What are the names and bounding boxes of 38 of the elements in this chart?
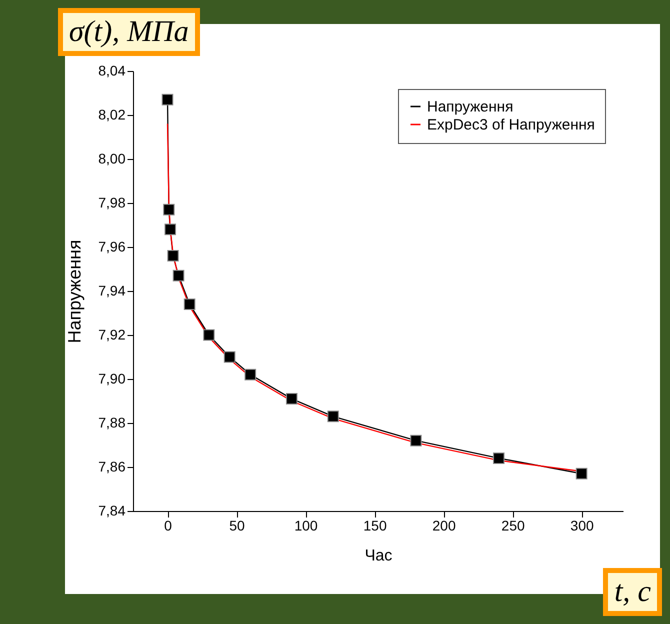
- y-tick-label: 7,96: [98, 238, 126, 254]
- y-tick-label: 7,94: [98, 282, 126, 298]
- point: [244, 368, 256, 380]
- point: [493, 452, 505, 464]
- y-axis-title: Напруження: [64, 240, 84, 344]
- legend-label: Напруження: [427, 98, 514, 116]
- x-tick-label: 200: [432, 518, 456, 534]
- x-tick-label: 150: [363, 518, 387, 534]
- point: [163, 204, 175, 216]
- legend-label: ExpDec3 of Напруження: [427, 116, 595, 134]
- y-tick-label: 7,92: [98, 326, 126, 342]
- point: [172, 270, 184, 282]
- x-tick-label: 250: [501, 518, 525, 534]
- point: [167, 250, 179, 262]
- point: [327, 410, 339, 422]
- point: [286, 393, 298, 405]
- text: σ(t), МПа: [58, 8, 200, 56]
- y-tick-label: 7,98: [98, 194, 126, 210]
- y-tick-label: 8,04: [98, 62, 126, 78]
- x-tick-label: 50: [229, 518, 246, 534]
- y-tick-label: 7,84: [98, 502, 126, 518]
- point: [203, 329, 215, 341]
- x-tick-label: 100: [294, 518, 318, 534]
- text: t, c: [603, 568, 662, 616]
- y-tick-label: 8,02: [98, 106, 126, 122]
- y-tick-label: 7,86: [98, 458, 126, 474]
- y-tick-label: 8,00: [98, 150, 126, 166]
- point: [224, 351, 236, 363]
- x-tick-label: 0: [164, 518, 172, 534]
- point: [164, 224, 176, 236]
- y-tick-label: 7,90: [98, 370, 126, 386]
- x-axis-title: Час: [364, 548, 392, 564]
- point: [184, 298, 196, 310]
- point: [410, 434, 422, 446]
- point: [576, 468, 588, 480]
- x-tick-label: 300: [570, 518, 594, 534]
- point: [162, 94, 174, 106]
- y-tick-label: 7,88: [98, 414, 126, 430]
